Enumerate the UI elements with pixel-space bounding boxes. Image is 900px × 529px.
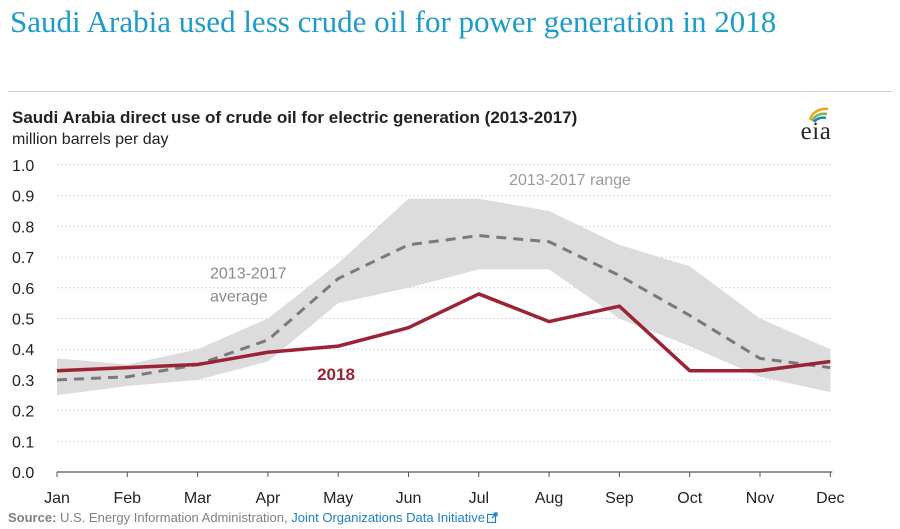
range-label: 2013-2017 range: [509, 172, 631, 189]
source-note: Source: U.S. Energy Information Administ…: [8, 510, 498, 525]
series-line-average: [56, 234, 831, 382]
x-tick-label: Mar: [184, 490, 212, 507]
x-tick-label: Feb: [114, 490, 142, 507]
series-label-2018: 2018: [317, 365, 355, 384]
chart-plot: 0.0 0.1 0.2 0.3 0.4 0.5 0.6 0.7 0.8 0.9 1.0 Jan Feb M…: [12, 158, 845, 507]
source-label: Source:: [8, 510, 57, 525]
x-tick-label: Apr: [255, 490, 281, 507]
y-tick-label: 0.0: [12, 465, 34, 482]
x-tick-label: Sep: [605, 490, 634, 507]
external-link-icon[interactable]: [486, 512, 498, 523]
y-tick-label: 0.7: [12, 250, 34, 267]
source-link[interactable]: Joint Organizations Data Initiative: [291, 510, 485, 525]
series-line-2018: [56, 292, 831, 373]
eia-leaf-icon: [808, 107, 829, 122]
average-label-line1: 2013-2017: [210, 266, 287, 283]
divider: [8, 91, 892, 92]
chart-title: Saudi Arabia direct use of crude oil for…: [12, 108, 578, 127]
x-tick-label: Jan: [44, 490, 70, 507]
y-tick-label: 0.5: [12, 312, 34, 329]
y-tick-label: 0.2: [12, 404, 34, 421]
x-tick-label: Nov: [746, 490, 774, 507]
eia-logo-text: eia: [800, 118, 832, 145]
y-tick-label: 1.0: [12, 158, 34, 175]
source-text: U.S. Energy Information Administration,: [60, 510, 288, 525]
x-tick-label: Dec: [816, 490, 844, 507]
x-tick-label: Jul: [469, 490, 489, 507]
page-headline: Saudi Arabia used less crude oil for pow…: [10, 4, 777, 39]
eia-logo: eia: [790, 106, 842, 148]
range-band: [57, 198, 831, 396]
y-tick-label: 0.1: [12, 434, 34, 451]
average-label-line2: average: [210, 289, 268, 306]
x-tick-label: Oct: [677, 490, 702, 507]
x-tick-label: May: [323, 490, 353, 507]
y-axis-units-label: million barrels per day: [12, 131, 169, 148]
y-tick-label: 0.4: [12, 342, 34, 359]
y-tick-label: 0.8: [12, 219, 34, 236]
x-tick-label: Aug: [535, 490, 563, 507]
y-tick-label: 0.3: [12, 373, 34, 390]
y-tick-label: 0.6: [12, 281, 34, 298]
x-tick-label: Jun: [396, 490, 422, 507]
y-tick-label: 0.9: [12, 189, 34, 206]
